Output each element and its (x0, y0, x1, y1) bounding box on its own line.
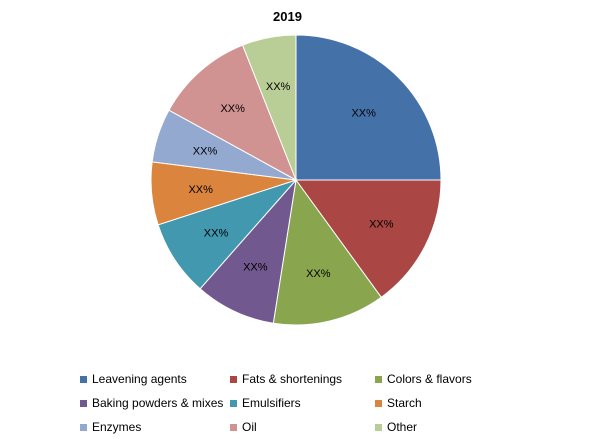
slice-data-label: XX% (369, 218, 394, 230)
legend-item: Fats & shortenings (230, 367, 375, 391)
legend: Leavening agents Fats & shortenings Colors… (80, 367, 520, 439)
legend-item: Leavening agents (80, 367, 230, 391)
chart-title: 2019 (273, 9, 302, 24)
legend-label: Enzymes (92, 420, 142, 434)
pie-slice-0 (295, 34, 442, 181)
legend-label: Fats & shortenings (242, 372, 343, 386)
slice-data-label: XX% (220, 103, 245, 115)
legend-item: Baking powders & mixes (80, 391, 230, 415)
slice-data-label: XX% (306, 268, 331, 280)
legend-label: Emulsifiers (242, 396, 301, 410)
pie-slice-8 (241, 34, 297, 181)
slice-data-label: XX% (266, 81, 291, 93)
legend-item: Emulsifiers (230, 391, 375, 415)
legend-item: Colors & flavors (375, 367, 520, 391)
pie-chart: XX% XX% XX% XX% XX% XX% XX% XX% XX% (150, 34, 442, 326)
legend-swatch (230, 399, 237, 407)
legend-swatch (80, 423, 87, 431)
legend-item: Oil (230, 415, 375, 439)
pie-slices (150, 34, 442, 326)
pie-slice-1 (295, 179, 442, 299)
legend-swatch (375, 375, 382, 383)
legend-item: Enzymes (80, 415, 230, 439)
slice-data-label: XX% (351, 107, 376, 119)
legend-swatch (80, 375, 87, 383)
legend-swatch (375, 399, 382, 407)
slice-data-label: XX% (188, 184, 213, 196)
legend-swatch (80, 399, 87, 407)
legend-label: Other (387, 420, 418, 434)
pie-slice-7 (168, 44, 297, 182)
legend-item: Other (375, 415, 520, 439)
legend-label: Oil (242, 420, 257, 434)
pie-slice-2 (272, 178, 382, 326)
legend-swatch (375, 423, 382, 431)
pie-data-labels: XX% XX% XX% XX% XX% XX% XX% XX% XX% (188, 81, 393, 280)
legend-swatch (230, 375, 237, 383)
legend-swatch (230, 423, 237, 431)
legend-label: Colors & flavors (387, 372, 472, 386)
legend-label: Leavening agents (92, 372, 187, 386)
legend-item: Starch (375, 391, 520, 415)
slice-data-label: XX% (204, 228, 229, 240)
legend-label: Starch (387, 396, 422, 410)
slice-data-label: XX% (243, 262, 268, 274)
slice-data-label: XX% (193, 145, 218, 157)
pie-slice-3 (199, 178, 297, 324)
legend-label: Baking powders & mixes (92, 396, 224, 410)
